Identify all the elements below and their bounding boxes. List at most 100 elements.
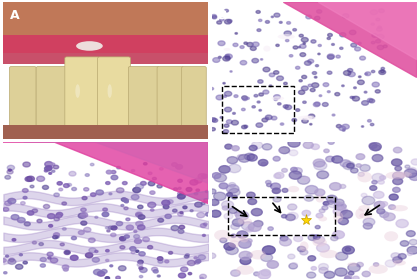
Circle shape — [318, 263, 328, 270]
Circle shape — [30, 185, 34, 188]
Circle shape — [336, 55, 340, 58]
Circle shape — [354, 47, 361, 51]
Circle shape — [308, 114, 315, 118]
Circle shape — [254, 272, 260, 276]
Circle shape — [373, 263, 379, 266]
Circle shape — [380, 176, 386, 180]
Circle shape — [138, 215, 145, 219]
Circle shape — [226, 55, 229, 57]
Circle shape — [356, 154, 365, 160]
Circle shape — [340, 47, 343, 49]
Circle shape — [46, 166, 52, 170]
Circle shape — [60, 243, 64, 246]
Circle shape — [224, 213, 233, 219]
Ellipse shape — [347, 262, 357, 267]
Circle shape — [250, 46, 256, 50]
Ellipse shape — [333, 212, 343, 222]
Circle shape — [394, 147, 402, 153]
Circle shape — [305, 186, 318, 194]
Circle shape — [383, 213, 395, 221]
Ellipse shape — [360, 213, 373, 219]
Circle shape — [301, 38, 308, 42]
Circle shape — [235, 32, 237, 34]
Circle shape — [56, 213, 63, 217]
Circle shape — [258, 270, 270, 279]
Circle shape — [8, 169, 11, 171]
Circle shape — [176, 165, 183, 169]
Circle shape — [313, 236, 325, 243]
Polygon shape — [318, 2, 417, 60]
Circle shape — [228, 164, 241, 173]
Circle shape — [211, 15, 217, 18]
Circle shape — [311, 40, 316, 43]
Circle shape — [84, 227, 91, 232]
Circle shape — [194, 261, 200, 264]
Circle shape — [292, 118, 297, 122]
Circle shape — [168, 200, 173, 204]
Circle shape — [365, 73, 368, 75]
Circle shape — [244, 153, 255, 160]
Circle shape — [335, 204, 344, 210]
Circle shape — [57, 182, 62, 185]
Ellipse shape — [228, 240, 240, 248]
Circle shape — [135, 250, 139, 252]
Circle shape — [315, 225, 320, 229]
Circle shape — [331, 43, 334, 45]
Circle shape — [139, 267, 143, 269]
Circle shape — [350, 96, 353, 98]
Circle shape — [322, 206, 328, 210]
Circle shape — [407, 252, 412, 256]
Circle shape — [272, 188, 281, 193]
Circle shape — [187, 260, 195, 266]
Circle shape — [120, 237, 123, 240]
Circle shape — [11, 214, 19, 220]
Circle shape — [63, 184, 69, 188]
Circle shape — [343, 162, 355, 170]
Circle shape — [302, 75, 307, 79]
Circle shape — [126, 225, 134, 230]
Circle shape — [276, 44, 279, 46]
Circle shape — [400, 241, 409, 246]
Circle shape — [260, 59, 262, 60]
Circle shape — [133, 187, 141, 193]
Circle shape — [105, 227, 109, 229]
Circle shape — [374, 201, 385, 209]
Circle shape — [274, 13, 280, 17]
Circle shape — [144, 163, 147, 165]
Circle shape — [53, 165, 59, 169]
Circle shape — [319, 209, 325, 213]
Circle shape — [236, 211, 249, 220]
Circle shape — [226, 246, 238, 255]
Circle shape — [348, 263, 360, 272]
Circle shape — [220, 18, 224, 21]
Circle shape — [91, 193, 96, 197]
Circle shape — [62, 265, 69, 269]
Circle shape — [324, 271, 335, 278]
Circle shape — [1, 259, 6, 262]
Circle shape — [24, 222, 30, 226]
Circle shape — [247, 154, 257, 161]
Circle shape — [53, 233, 60, 237]
Circle shape — [328, 200, 333, 204]
Ellipse shape — [358, 205, 371, 212]
Circle shape — [229, 208, 237, 213]
Polygon shape — [3, 125, 208, 139]
Circle shape — [9, 258, 14, 262]
Circle shape — [220, 116, 223, 118]
FancyBboxPatch shape — [129, 66, 159, 131]
Circle shape — [388, 205, 396, 209]
Circle shape — [357, 262, 363, 267]
Circle shape — [254, 221, 263, 227]
Circle shape — [85, 174, 89, 176]
Circle shape — [252, 42, 259, 46]
Circle shape — [137, 225, 145, 230]
Circle shape — [210, 87, 214, 90]
Circle shape — [186, 254, 189, 256]
Circle shape — [319, 95, 322, 97]
Circle shape — [212, 16, 217, 19]
Circle shape — [298, 46, 301, 48]
Circle shape — [351, 43, 357, 47]
Polygon shape — [3, 142, 208, 204]
Circle shape — [178, 192, 184, 195]
Circle shape — [45, 162, 52, 167]
